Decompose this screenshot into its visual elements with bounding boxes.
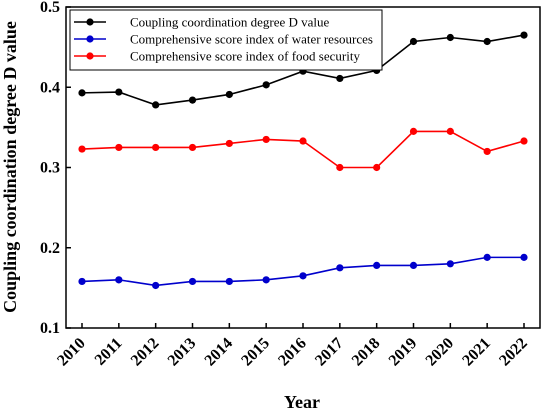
x-tick-label: 2020 — [423, 335, 458, 370]
legend-label: Comprehensive score index of water resou… — [130, 32, 373, 47]
x-tick-label: 2022 — [496, 335, 531, 370]
data-point — [299, 272, 307, 280]
data-point — [225, 90, 233, 99]
series-line — [81, 130, 525, 169]
data-point — [520, 253, 528, 261]
data-point — [115, 88, 123, 96]
x-axis: 2010 2011 2012 2013 2014 2015 2016 2017 2018 2019… — [54, 323, 531, 369]
data-point — [188, 277, 197, 286]
legend-label: Coupling coordination degree D value — [130, 15, 330, 30]
legend: Coupling coordination degree D value Comp… — [69, 9, 383, 71]
legend-swatch-marker — [86, 35, 94, 43]
x-tick-label: 2014 — [202, 335, 237, 370]
data-point — [483, 253, 491, 261]
legend-item: Comprehensive score index of food securi… — [74, 49, 360, 64]
series-line — [81, 256, 524, 287]
y-axis-title: Coupling coordination degree D value — [0, 21, 20, 313]
data-point — [446, 33, 454, 42]
legend-swatch-marker — [86, 52, 94, 60]
data-point — [373, 163, 381, 172]
x-tick-label: 2016 — [275, 335, 310, 370]
data-point — [409, 127, 418, 135]
y-tick-label: 0.4 — [40, 79, 60, 96]
data-point — [336, 74, 344, 83]
data-point — [152, 143, 160, 152]
data-point — [188, 96, 197, 104]
data-point — [262, 276, 270, 284]
series-1 — [78, 31, 528, 109]
y-tick-label: 0.1 — [40, 320, 60, 337]
data-point — [225, 139, 233, 148]
legend-item: Comprehensive score index of water resou… — [74, 32, 373, 47]
x-tick-label: 2010 — [54, 335, 89, 370]
data-point — [336, 264, 344, 272]
legend-box — [69, 9, 383, 71]
series-layer — [78, 31, 528, 290]
legend-label: Comprehensive score index of food securi… — [130, 49, 360, 64]
data-point — [409, 37, 418, 46]
x-tick-label: 2021 — [459, 335, 494, 370]
series-2 — [78, 253, 528, 290]
legend-item: Coupling coordination degree D value — [74, 15, 330, 30]
data-point — [520, 31, 528, 39]
data-point — [78, 277, 86, 286]
data-point — [336, 163, 344, 172]
data-point — [152, 101, 160, 109]
x-tick-label: 2012 — [128, 335, 163, 370]
x-tick-label: 2011 — [92, 335, 126, 369]
data-point — [115, 276, 123, 284]
data-point — [188, 143, 197, 152]
data-point — [409, 261, 418, 270]
x-tick-label: 2015 — [238, 335, 273, 370]
y-tick-label: 0.3 — [40, 160, 60, 177]
x-tick-label: 2013 — [165, 335, 200, 370]
data-point — [78, 145, 86, 153]
x-tick-label: 2019 — [386, 335, 421, 370]
y-axis: 0.1 0.2 0.3 0.4 0.5 — [40, 0, 71, 337]
legend-swatch-marker — [86, 18, 94, 26]
data-point — [483, 147, 491, 156]
series-3 — [78, 127, 528, 172]
data-point — [225, 277, 233, 286]
data-point — [483, 37, 491, 46]
x-tick-label: 2018 — [349, 335, 384, 370]
x-tick-label: 2017 — [312, 335, 347, 370]
data-point — [78, 89, 86, 97]
y-tick-label: 0.2 — [40, 240, 60, 257]
data-point — [520, 137, 528, 145]
data-point — [262, 135, 270, 144]
data-point — [446, 127, 454, 135]
data-point — [373, 261, 381, 270]
y-tick-label: 0.5 — [40, 0, 60, 16]
x-axis-title: Year — [284, 392, 320, 412]
data-point — [299, 137, 307, 145]
data-point — [446, 260, 454, 268]
data-point — [262, 81, 270, 89]
data-point — [115, 143, 123, 152]
data-point — [152, 281, 160, 290]
